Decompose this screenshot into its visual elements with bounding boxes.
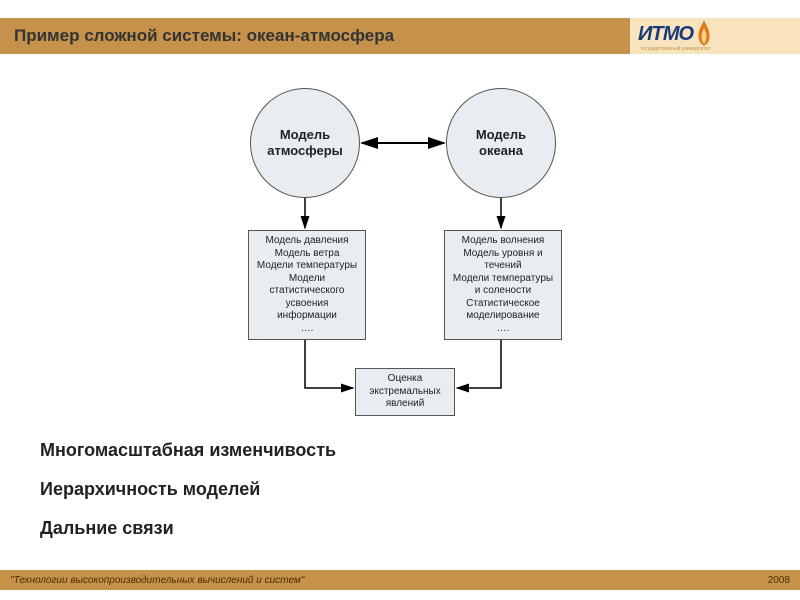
node-label: Модель давления Модель ветра Модели темп… bbox=[255, 235, 359, 335]
node-label: Модель океана bbox=[455, 127, 547, 158]
node-ocean-submodels: Модель волнения Модель уровня и течений … bbox=[444, 230, 562, 340]
logo: ИТМО государственный университет bbox=[638, 20, 713, 52]
header-bar: Пример сложной системы: океан-атмосфера … bbox=[0, 18, 800, 54]
footer-text: "Технологии высокопроизводительных вычис… bbox=[10, 575, 304, 586]
node-label: Модель волнения Модель уровня и течений … bbox=[451, 235, 555, 335]
diagram-area: Модель атмосферы Модель океана Модель да… bbox=[0, 70, 800, 440]
node-atmosphere-model: Модель атмосферы bbox=[250, 88, 360, 198]
header-light-segment: ИТМО государственный университет bbox=[630, 18, 800, 54]
bullet-2: Иерархичность моделей bbox=[40, 479, 336, 500]
logo-text: ИТМО bbox=[638, 23, 693, 46]
page-title: Пример сложной системы: океан-атмосфера bbox=[14, 26, 394, 46]
node-label: Оценка экстремальных явлений bbox=[369, 373, 440, 409]
bullet-list: Многомасштабная изменчивость Иерархичнос… bbox=[40, 440, 336, 557]
flame-icon bbox=[695, 20, 713, 48]
node-atmosphere-submodels: Модель давления Модель ветра Модели темп… bbox=[248, 230, 366, 340]
node-label: Модель атмосферы bbox=[259, 127, 351, 158]
logo-caption: государственный университет bbox=[638, 46, 713, 52]
bullet-1: Многомасштабная изменчивость bbox=[40, 440, 336, 461]
footer-year: 2008 bbox=[768, 575, 790, 586]
node-ocean-model: Модель океана bbox=[446, 88, 556, 198]
bullet-3: Дальние связи bbox=[40, 518, 336, 539]
footer-bar: "Технологии высокопроизводительных вычис… bbox=[0, 570, 800, 590]
header-dark-segment: Пример сложной системы: океан-атмосфера bbox=[0, 18, 630, 54]
node-extreme-events: Оценка экстремальных явлений bbox=[355, 368, 455, 416]
